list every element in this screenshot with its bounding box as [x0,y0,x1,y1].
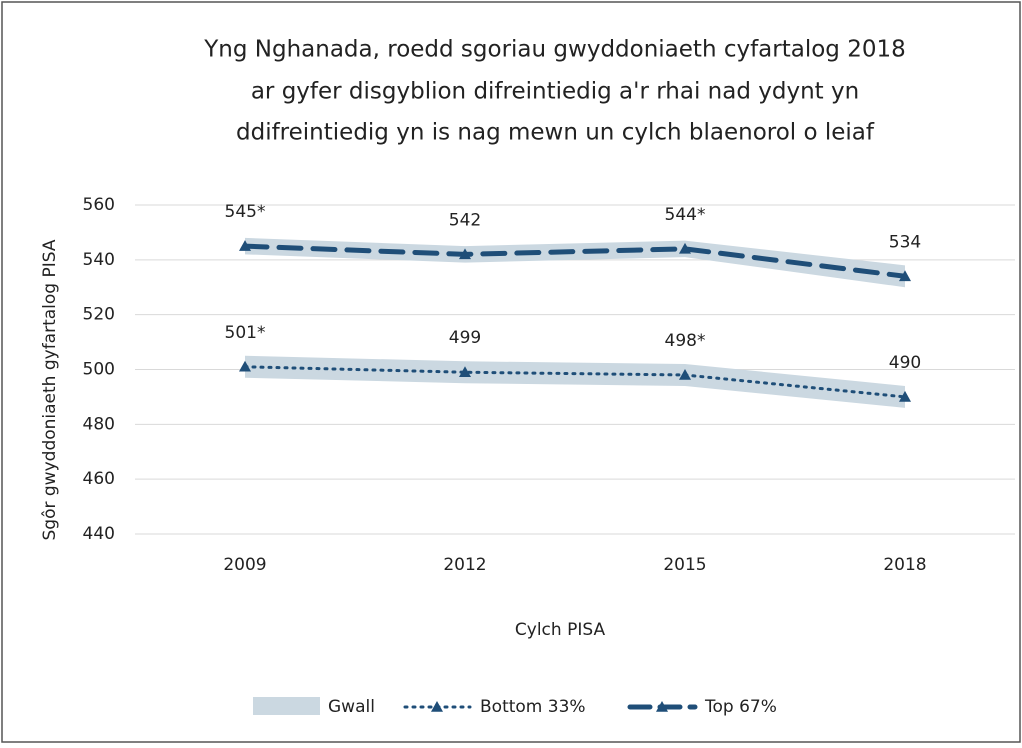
series-line [243,365,907,399]
y-axis-title: Sgôr gwyddoniaeth gyfartalog PISA [40,239,60,540]
y-tick-label: 460 [83,469,115,489]
legend-marker [431,701,443,712]
error-band [245,355,905,408]
data-label: 544* [665,205,706,225]
data-label: 498* [665,331,706,351]
marker [459,248,471,260]
legend-label: Gwall [328,697,375,717]
x-tick-label: 2009 [223,555,266,575]
data-label: 545* [225,202,266,222]
data-label: 490 [889,353,921,373]
marker [679,242,691,254]
data-label: 534 [889,232,921,252]
x-axis-title: Cylch PISA [515,620,606,640]
chart-title: Yng Nghanada, roedd sgoriau gwyddoniaeth… [203,37,906,63]
legend-swatch [253,697,320,715]
x-tick-label: 2018 [883,555,926,575]
data-label: 499 [449,328,481,348]
y-tick-label: 440 [83,524,115,544]
marker [239,360,251,372]
error-band [245,237,905,288]
chart-title: ddifreintiedig yn is nag mewn un cylch b… [236,120,875,146]
chart-title: ar gyfer disgyblion difreintiedig a'r rh… [251,79,859,105]
y-tick-label: 500 [83,360,115,380]
legend-marker [656,701,668,712]
x-tick-label: 2012 [443,555,486,575]
y-tick-label: 540 [83,250,115,270]
marker [899,390,911,402]
legend-label: Top 67% [704,697,777,717]
legend-label: Bottom 33% [480,697,586,717]
marker [459,366,471,378]
x-tick-label: 2015 [663,555,706,575]
y-tick-label: 480 [83,414,115,434]
data-label: 542 [449,210,481,230]
series-line [242,243,908,279]
marker [899,270,911,282]
y-tick-label: 560 [83,195,115,215]
marker [239,240,251,251]
marker [679,368,691,380]
y-tick-label: 520 [83,305,115,325]
data-label: 501* [225,323,266,343]
